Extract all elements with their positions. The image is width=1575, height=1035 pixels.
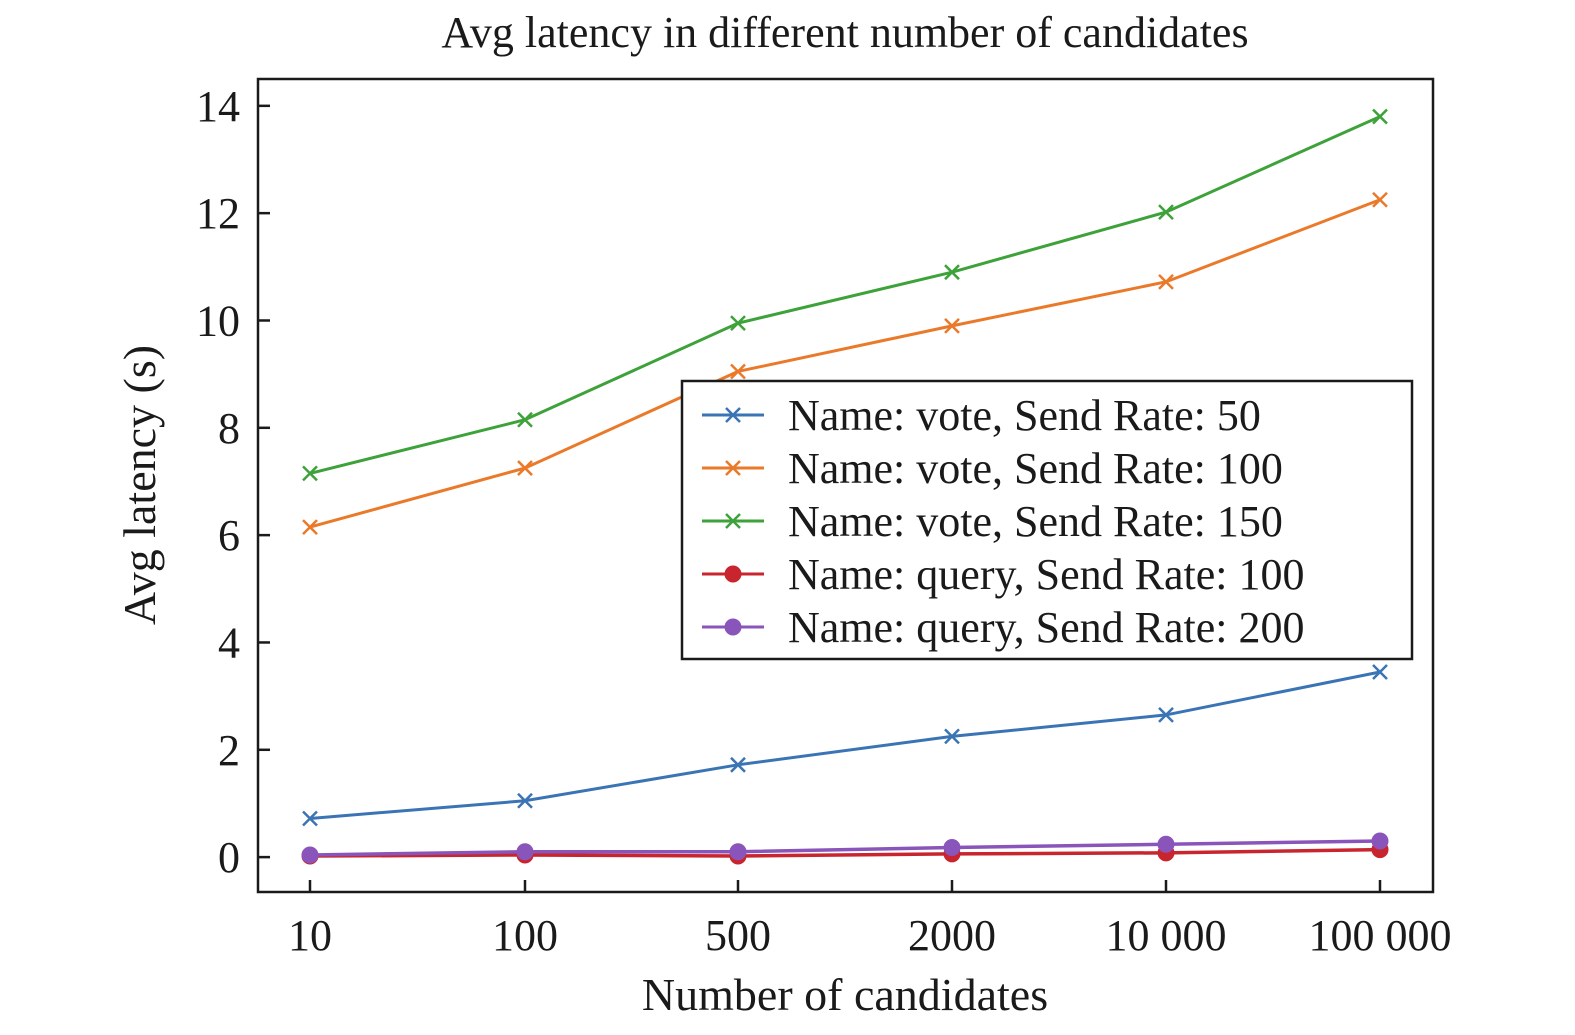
legend-item: Name: vote, Send Rate: 100 xyxy=(702,444,1283,493)
legend-label: Name: query, Send Rate: 200 xyxy=(788,603,1304,652)
data-point xyxy=(944,317,960,334)
data-point xyxy=(729,843,747,861)
y-tick-label: 12 xyxy=(196,189,240,238)
series-line xyxy=(309,198,1381,529)
data-point xyxy=(302,810,318,827)
legend-swatch-marker xyxy=(725,513,741,529)
x-tick-label: 100 xyxy=(492,911,558,960)
x-tick-label: 10 000 xyxy=(1106,911,1227,960)
data-point xyxy=(517,460,533,476)
x-tick-label: 10 xyxy=(288,911,332,960)
data-point xyxy=(301,846,319,864)
data-point xyxy=(516,843,534,861)
data-point xyxy=(1372,664,1388,680)
series-line xyxy=(309,115,1381,475)
legend-swatch-marker xyxy=(725,407,741,423)
data-point xyxy=(302,519,318,535)
data-point xyxy=(1158,273,1174,290)
series-line xyxy=(309,670,1381,820)
y-axis-title: Avg latency (s) xyxy=(114,345,165,625)
x-axis-title: Number of candidates xyxy=(642,969,1048,1020)
data-point xyxy=(1371,832,1389,850)
x-tick-label: 100 000 xyxy=(1309,911,1452,960)
y-tick-label: 4 xyxy=(218,618,240,667)
legend-item: Name: query, Send Rate: 100 xyxy=(702,550,1304,599)
x-tick-label: 2000 xyxy=(908,911,996,960)
legend-box xyxy=(680,379,1414,661)
legend-label: Name: vote, Send Rate: 150 xyxy=(788,497,1283,546)
data-point xyxy=(1372,108,1388,125)
legend-label: Name: query, Send Rate: 100 xyxy=(788,550,1304,599)
legend-label: Name: vote, Send Rate: 50 xyxy=(788,391,1261,440)
y-tick-label: 10 xyxy=(196,296,240,345)
series-2 xyxy=(302,191,1388,535)
data-point xyxy=(517,792,533,809)
series-line xyxy=(309,847,1381,858)
y-tick-label: 8 xyxy=(218,404,240,453)
legend-label: Name: vote, Send Rate: 100 xyxy=(788,444,1283,493)
y-tick-label: 2 xyxy=(218,726,240,775)
data-point xyxy=(730,756,746,773)
series-1 xyxy=(302,664,1388,827)
data-point xyxy=(302,465,318,482)
y-axis: 0 2 4 6 8 10 12 14 xyxy=(196,82,270,882)
data-point xyxy=(943,838,961,856)
data-point xyxy=(1158,707,1174,723)
legend-item: Name: vote, Send Rate: 150 xyxy=(702,497,1283,546)
y-tick-label: 14 xyxy=(196,82,240,131)
series-layer xyxy=(301,108,1389,865)
plot-frame xyxy=(256,77,1435,894)
legend-item: Name: query, Send Rate: 200 xyxy=(702,603,1304,652)
legend-swatch-marker xyxy=(725,460,741,476)
series-5 xyxy=(301,832,1389,864)
data-point xyxy=(944,728,960,745)
data-point xyxy=(944,264,960,281)
data-point xyxy=(730,315,746,332)
data-point xyxy=(730,363,746,380)
data-point xyxy=(1157,835,1175,853)
legend-swatch-marker xyxy=(724,565,742,583)
series-line xyxy=(309,839,1381,857)
series-3 xyxy=(302,108,1388,482)
legend-swatch-marker xyxy=(724,618,742,636)
legend-item: Name: vote, Send Rate: 50 xyxy=(702,391,1261,440)
x-tick-label: 500 xyxy=(705,911,771,960)
x-axis: 10 100 500 2000 10 000 100 000 xyxy=(288,880,1452,960)
chart-title: Avg latency in different number of candi… xyxy=(441,8,1248,57)
data-point xyxy=(1372,191,1388,208)
data-point xyxy=(517,411,533,428)
y-tick-label: 6 xyxy=(218,511,240,560)
y-tick-label: 0 xyxy=(218,833,240,882)
data-point xyxy=(1158,204,1174,220)
